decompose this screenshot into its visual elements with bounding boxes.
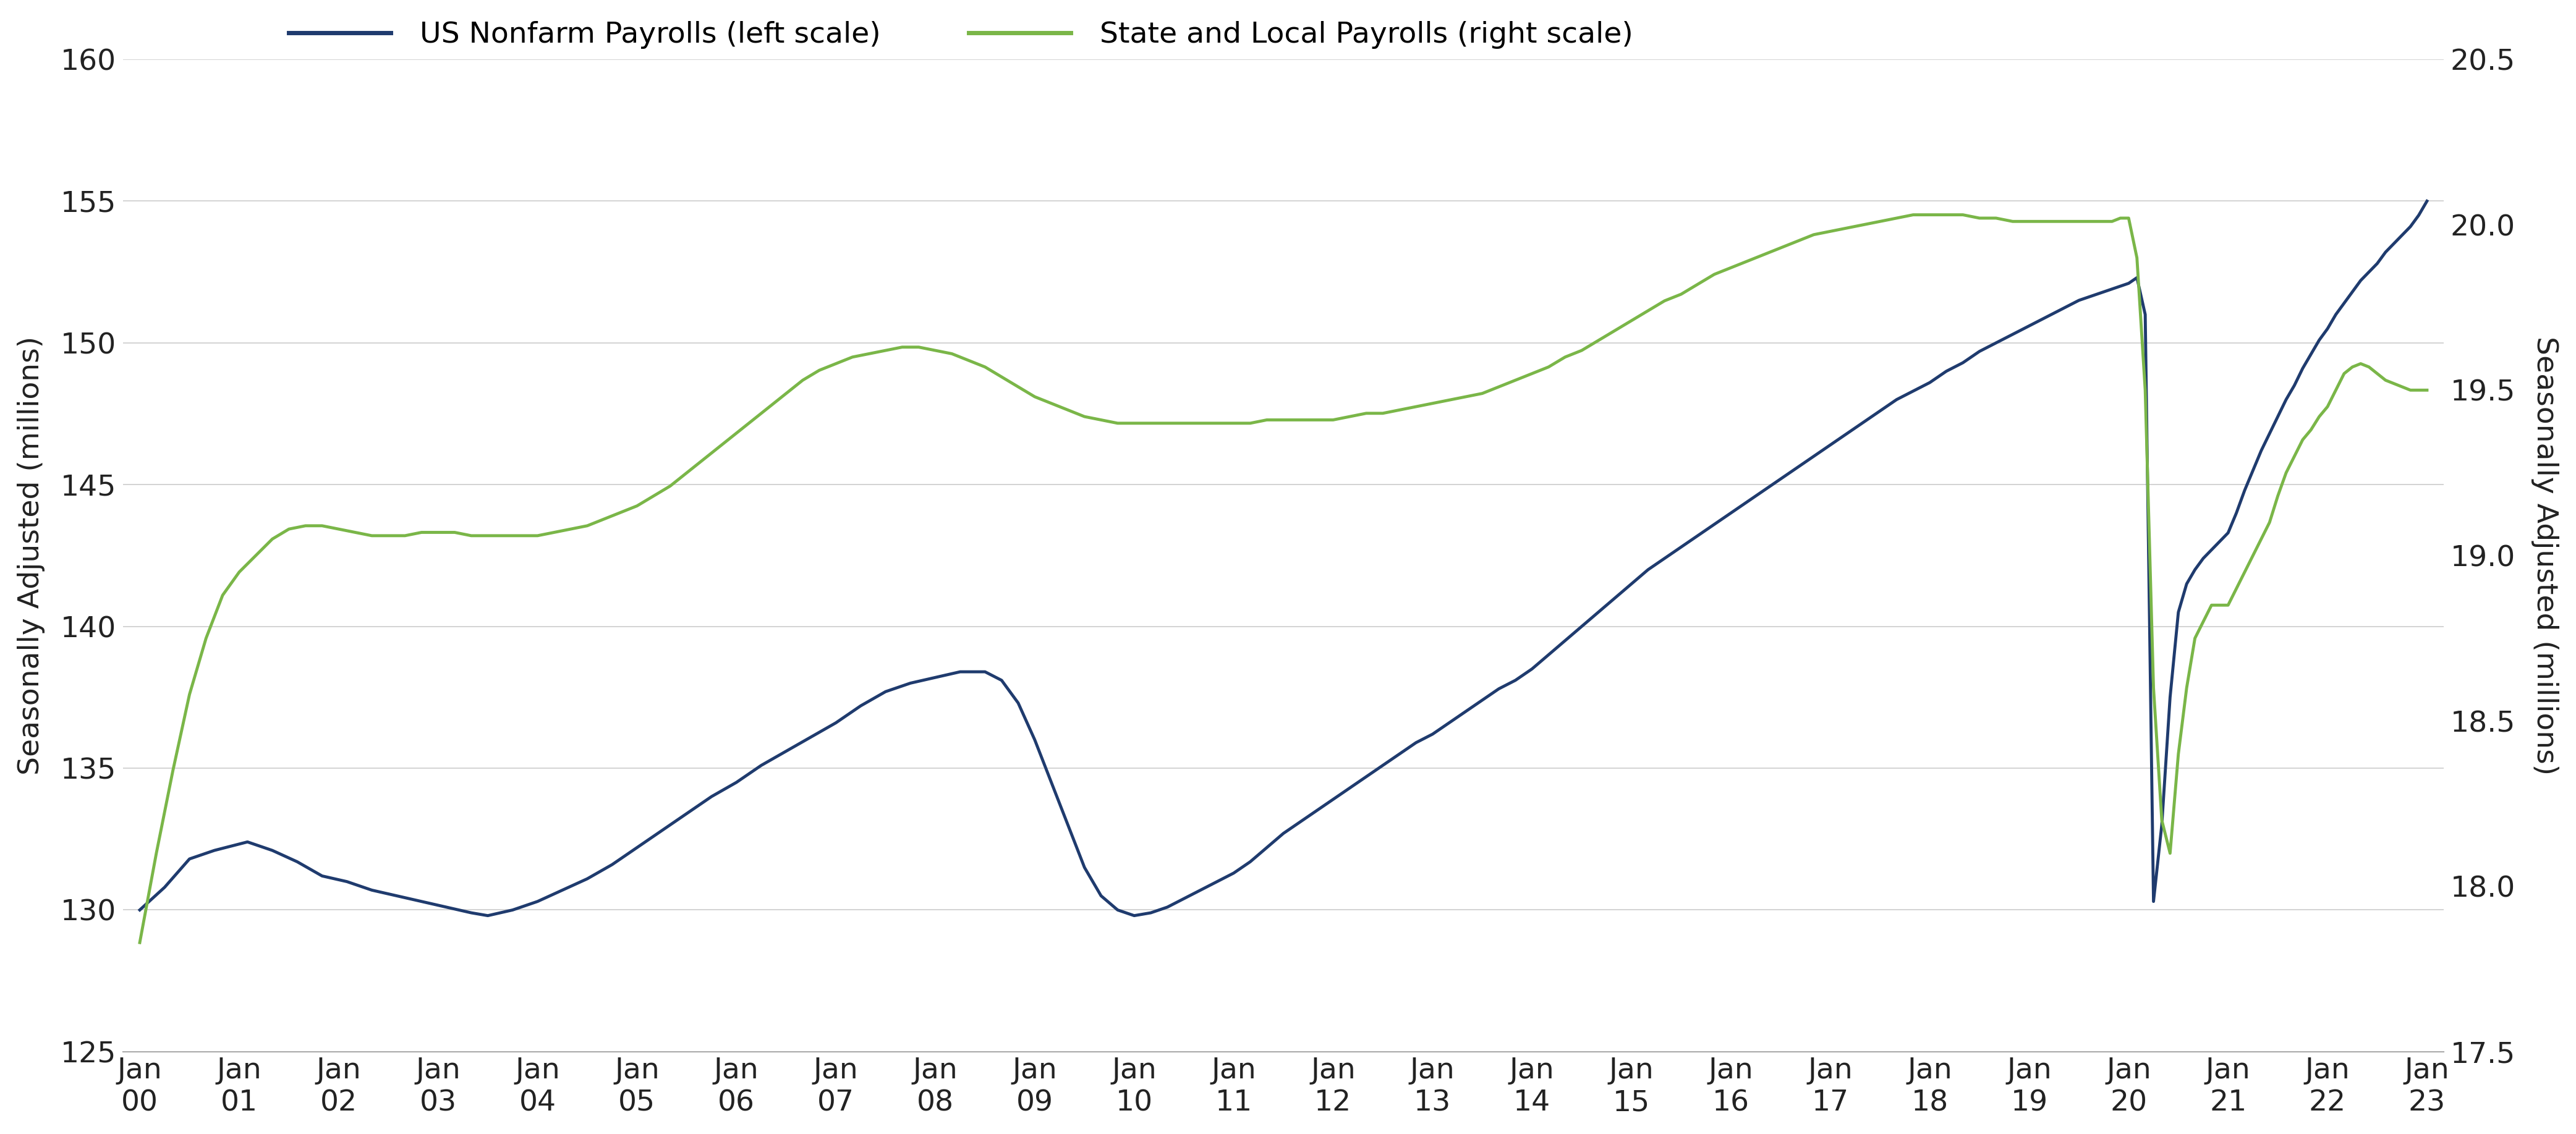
Legend: US Nonfarm Payrolls (left scale), State and Local Payrolls (right scale): US Nonfarm Payrolls (left scale), State … bbox=[278, 9, 1646, 60]
Y-axis label: Seasonally Adjusted (millions): Seasonally Adjusted (millions) bbox=[18, 336, 44, 775]
Y-axis label: Seasonally Adjusted (millions): Seasonally Adjusted (millions) bbox=[2532, 336, 2558, 775]
